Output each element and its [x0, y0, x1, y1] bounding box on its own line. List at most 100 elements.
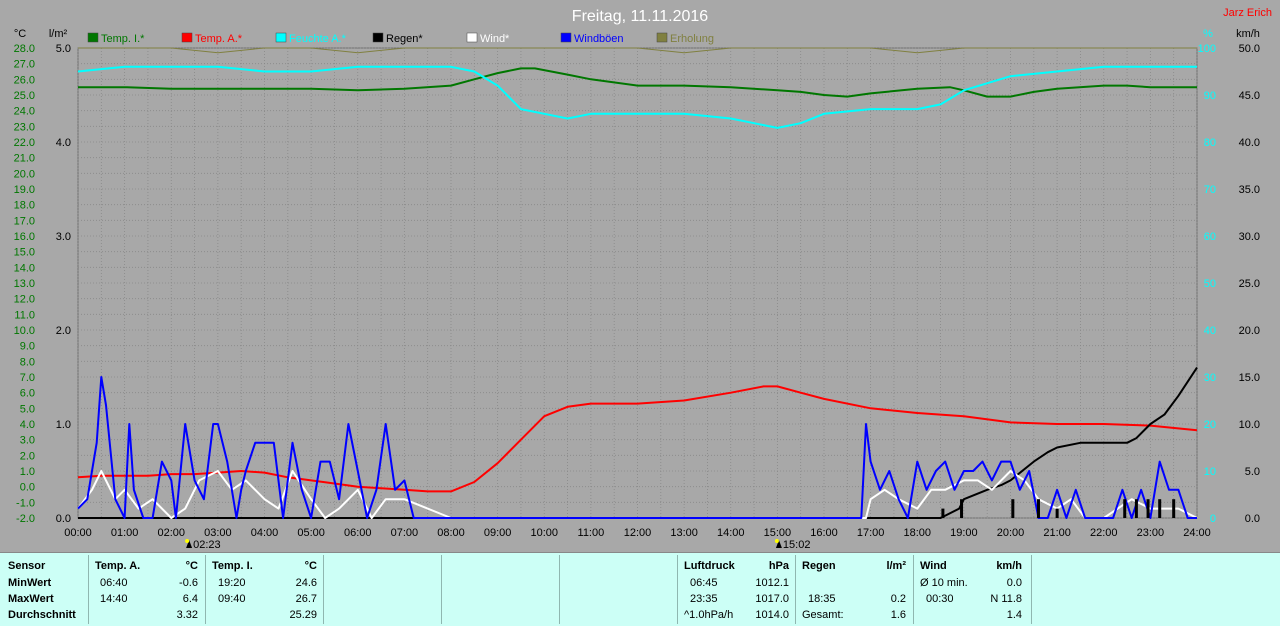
- temp-tick-label: 24.0: [14, 106, 35, 118]
- wind-tick-label: 10.0: [1239, 419, 1260, 431]
- x-tick-label: 13:00: [670, 527, 698, 539]
- temp-tick-label: 17.0: [14, 215, 35, 227]
- pressure-trend-value: 1014.0: [755, 609, 789, 621]
- hum-tick-label: 30: [1204, 372, 1216, 384]
- hum-tick-label: 40: [1204, 325, 1216, 337]
- x-tick-label: 18:00: [903, 527, 931, 539]
- temp-unit-label: °C: [14, 28, 26, 40]
- wind-average: 1.4: [1006, 609, 1022, 621]
- sun-icon: [774, 539, 779, 543]
- temp-tick-label: 18.0: [14, 200, 35, 212]
- rain-tick-label: 2.0: [56, 325, 71, 337]
- temp-tick-label: 6.0: [20, 388, 35, 400]
- chart-background: [0, 0, 1280, 552]
- row-label-avg: Durchschnitt: [8, 609, 76, 621]
- temp-tick-label: 20.0: [14, 168, 35, 180]
- hum-tick-label: 10: [1204, 466, 1216, 478]
- temp-tick-label: 3.0: [20, 435, 35, 447]
- temp-tick-label: 15.0: [14, 247, 35, 259]
- x-tick-label: 09:00: [484, 527, 512, 539]
- hum-tick-label: 0: [1210, 513, 1216, 525]
- temp-tick-label: 2.0: [20, 450, 35, 462]
- wind-tick-label: 50.0: [1239, 43, 1260, 55]
- pressure-max-time: 23:35: [690, 593, 718, 605]
- temp-tick-label: 10.0: [14, 325, 35, 337]
- temp-i-min-value: 24.6: [295, 577, 317, 589]
- axes: -2.0 -1.0 0.0 1.0 2.0 3.0 4.0 5.0 6.0 7.0 8.0 9.0 10…: [14, 43, 1260, 539]
- legend-swatch: [275, 32, 287, 43]
- legend-swatch: [656, 32, 668, 43]
- legend-swatch: [466, 32, 478, 43]
- temp-tick-label: 0.0: [20, 482, 35, 494]
- x-tick-label: 05:00: [297, 527, 325, 539]
- hum-tick-label: 70: [1204, 184, 1216, 196]
- x-tick-label: 17:00: [857, 527, 885, 539]
- pressure-trend-label: ^1.0hPa/h: [684, 609, 734, 621]
- temp-a-min-time: 06:40: [100, 577, 128, 589]
- temp-tick-label: 23.0: [14, 121, 35, 133]
- separator: [677, 555, 678, 624]
- pressure-header: Luftdruck: [684, 560, 735, 572]
- wind-tick-label: 35.0: [1239, 184, 1260, 196]
- x-tick-label: 14:00: [717, 527, 745, 539]
- separator: [205, 555, 206, 624]
- series-line: [77, 385, 1198, 493]
- series-line: [78, 47, 1197, 54]
- wind-header: Wind: [920, 560, 947, 572]
- series-line: [77, 376, 1197, 519]
- row-label-max: MaxWert: [8, 593, 54, 605]
- sun-icon: [185, 539, 190, 543]
- separator: [1031, 555, 1032, 624]
- legend-label: Erholung: [670, 33, 714, 45]
- legend-swatch: [372, 32, 384, 43]
- separator: [559, 555, 560, 624]
- x-tick-label: 12:00: [624, 527, 652, 539]
- x-tick-label: 16:00: [810, 527, 838, 539]
- wind-tick-label: 30.0: [1239, 231, 1260, 243]
- temp-tick-label: 14.0: [14, 262, 35, 274]
- x-tick-label: 06:00: [344, 527, 372, 539]
- legend-label: Regen*: [386, 33, 423, 45]
- legend-swatch: [87, 32, 99, 43]
- hum-tick-label: 80: [1204, 137, 1216, 149]
- rain-tick-label: 0.0: [56, 513, 71, 525]
- rain-total-value: 1.6: [890, 609, 906, 621]
- separator: [323, 555, 324, 624]
- legend-label: Temp. I.*: [101, 33, 145, 45]
- x-tick-label: 24:00: [1183, 527, 1211, 539]
- temp-tick-label: 5.0: [20, 403, 35, 415]
- temp-tick-label: -2.0: [16, 513, 35, 525]
- hum-tick-label: 90: [1204, 90, 1216, 102]
- rain-header: Regen: [802, 560, 836, 572]
- temp-a-unit: °C: [185, 560, 198, 572]
- x-tick-label: 21:00: [1043, 527, 1071, 539]
- temp-i-max-value: 26.7: [295, 593, 317, 605]
- temp-tick-label: 25.0: [14, 90, 35, 102]
- x-tick-label: 15:00: [764, 527, 792, 539]
- wind-unit-label: km/h: [1236, 28, 1260, 40]
- temp-tick-label: 22.0: [14, 137, 35, 149]
- x-tick-label: 00:00: [64, 527, 92, 539]
- legend-label: Wind*: [480, 33, 510, 45]
- temp-tick-label: 21.0: [14, 153, 35, 165]
- x-tick-label: 08:00: [437, 527, 465, 539]
- x-tick-label: 02:00: [157, 527, 185, 539]
- rain-tick-label: 4.0: [56, 137, 71, 149]
- x-tick-label: 10:00: [530, 527, 558, 539]
- temp-i-unit: °C: [304, 560, 317, 572]
- time-markers: 02:23 15:02: [185, 539, 810, 551]
- hum-tick-label: 20: [1204, 419, 1216, 431]
- wind-avg10-value: 0.0: [1006, 577, 1022, 589]
- x-tick-label: 04:00: [251, 527, 279, 539]
- sensor-header: Sensor: [8, 560, 46, 572]
- rain-tick-label: 1.0: [56, 419, 71, 431]
- wind-tick-label: 5.0: [1245, 466, 1260, 478]
- temp-tick-label: 13.0: [14, 278, 35, 290]
- temp-i-header: Temp. I.: [212, 560, 253, 572]
- separator: [913, 555, 914, 624]
- rain-total-label: Gesamt:: [802, 609, 844, 621]
- legend-swatch: [560, 32, 572, 43]
- separator: [795, 555, 796, 624]
- temp-i-max-time: 09:40: [218, 593, 246, 605]
- row-label-min: MinWert: [8, 577, 52, 589]
